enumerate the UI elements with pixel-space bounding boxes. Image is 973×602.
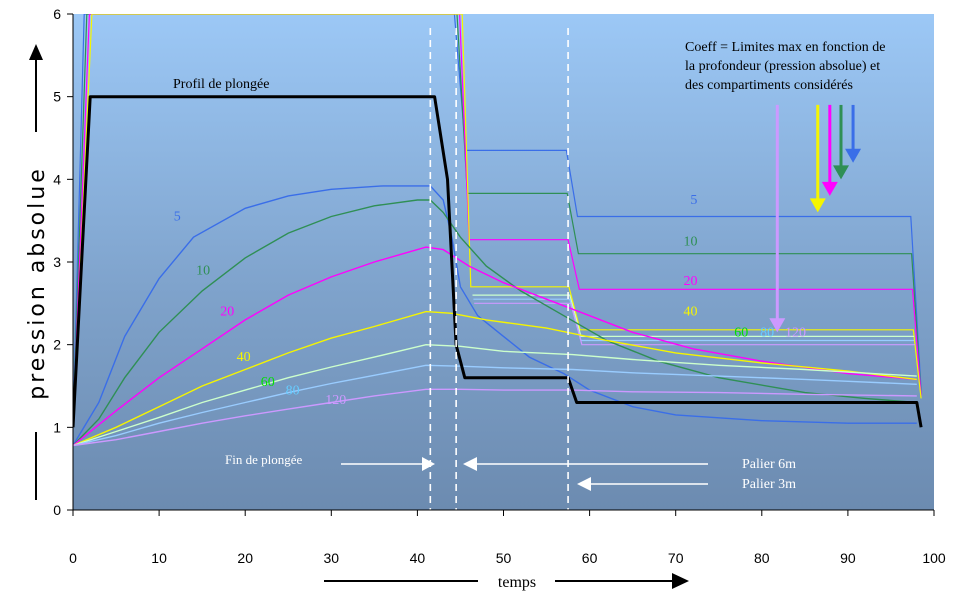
overlay-layer: 5 10 20 40 60 80 120 5 10 20 40 60 80 120 [174, 28, 862, 510]
y-tick-label: 5 [53, 89, 61, 105]
curve-label-40: 40 [237, 350, 251, 365]
palier3-arrow-head [577, 477, 591, 491]
limit-line-120 [474, 302, 916, 346]
x-tick-label: 60 [582, 550, 598, 566]
palier6-arrow-head [463, 457, 477, 471]
series-line-80 [73, 364, 917, 447]
x-tick-label: 50 [496, 550, 512, 566]
x-tick-label: 10 [151, 550, 167, 566]
palier-3m-label: Palier 3m [742, 477, 796, 492]
limit-line-60 [472, 294, 915, 337]
coeff-arrow-head-4 [833, 165, 850, 180]
x-tick-label: 20 [237, 550, 253, 566]
y-tick-label: 4 [53, 171, 61, 187]
coeff-note: Coeff = Limites max en fonction de la pr… [685, 40, 885, 93]
x-axis-arrow-head [672, 573, 689, 589]
x-tick-label: 90 [840, 550, 856, 566]
coeff-line-2: la profondeur (pression absolue) et [685, 59, 880, 74]
coeff-arrow-head-2 [809, 198, 826, 213]
x-tick-label: 100 [922, 550, 946, 566]
coeff-arrow-head-1 [769, 318, 786, 333]
curve-label-10: 10 [196, 263, 210, 278]
series-line-60 [73, 343, 917, 447]
x-tick-label: 80 [754, 550, 770, 566]
x-tick-label: 40 [410, 550, 426, 566]
curve-label-5: 5 [174, 210, 181, 225]
limit-line-5 [73, 14, 922, 428]
coeff-arrow-head-3 [821, 181, 838, 196]
y-axis-title-bg [23, 132, 49, 432]
y-axis-arrow-head [29, 44, 43, 60]
limit-label-20: 20 [683, 274, 697, 289]
profile-line [73, 95, 923, 428]
fin-arrow-head [422, 457, 435, 471]
limit-label-5: 5 [690, 193, 697, 208]
x-tick-label: 0 [69, 550, 77, 566]
limit-label-80: 80 [760, 325, 774, 340]
y-tick-label: 0 [53, 502, 61, 518]
series-line-20 [73, 246, 917, 447]
coeff-line-3: des compartiments considérés [685, 78, 853, 93]
series-layer [73, 14, 923, 447]
curve-label-20: 20 [220, 305, 234, 320]
coeff-arrow-head-5 [845, 148, 862, 163]
y-tick-label: 3 [53, 254, 61, 270]
x-tick-label: 30 [324, 550, 340, 566]
limit-label-120: 120 [785, 325, 806, 340]
limit-line-10 [73, 14, 922, 428]
y-tick-label: 6 [53, 6, 61, 22]
x-axis-title: temps [324, 573, 689, 591]
fin-de-plongee-label: Fin de plongée [225, 452, 302, 467]
white-arrows [341, 457, 708, 491]
coeff-line-1: Coeff = Limites max en fonction de [685, 40, 885, 55]
x-tick-label: 70 [668, 550, 684, 566]
palier-6m-label: Palier 6m [742, 457, 796, 472]
limit-label-60: 60 [734, 325, 748, 340]
y-tick-label: 2 [53, 337, 61, 353]
curve-label-80: 80 [286, 383, 300, 398]
curve-label-120: 120 [325, 393, 346, 408]
y-tick-label: 1 [53, 419, 61, 435]
curve-label-60: 60 [261, 375, 275, 390]
x-axis-title-text: temps [498, 574, 536, 591]
limit-line-20 [73, 14, 922, 428]
profile-label: Profil de plongée [173, 77, 269, 92]
y-axis-title-text: pression absolue [25, 166, 50, 399]
y-axis-title: pression absolue [23, 44, 50, 500]
series-line-10 [73, 199, 917, 446]
axis-layer: 0 10 20 30 40 50 60 70 80 90 100 0 1 2 3 4 5 6 [53, 6, 946, 566]
limit-label-10: 10 [683, 234, 697, 249]
series-line-120 [73, 388, 917, 447]
series-line-40 [73, 310, 917, 447]
limit-line-40 [73, 14, 922, 428]
limit-label-40: 40 [683, 305, 697, 320]
